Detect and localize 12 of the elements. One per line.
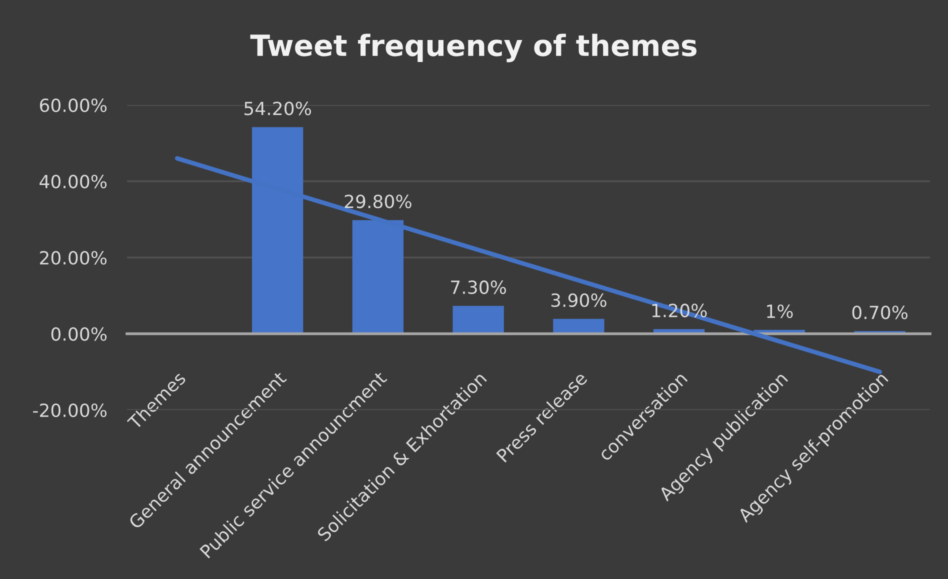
data-label: 7.30% [451,280,506,294]
y-tick-label: 40.00% [40,174,107,188]
y-tick-label: 60.00% [40,98,107,112]
data-label: 0.70% [852,306,908,320]
data-label: 3.90% [551,293,606,308]
y-tick-label: 0.00% [51,327,107,341]
y-tick-label: 20.00% [40,250,107,265]
chart-title: Tweet frequency of themes [250,34,696,62]
y-tick-label: -20.00% [33,403,107,418]
data-label: 29.80% [344,194,412,208]
data-label: 1% [767,304,793,318]
data-label: 54.20% [244,102,311,116]
